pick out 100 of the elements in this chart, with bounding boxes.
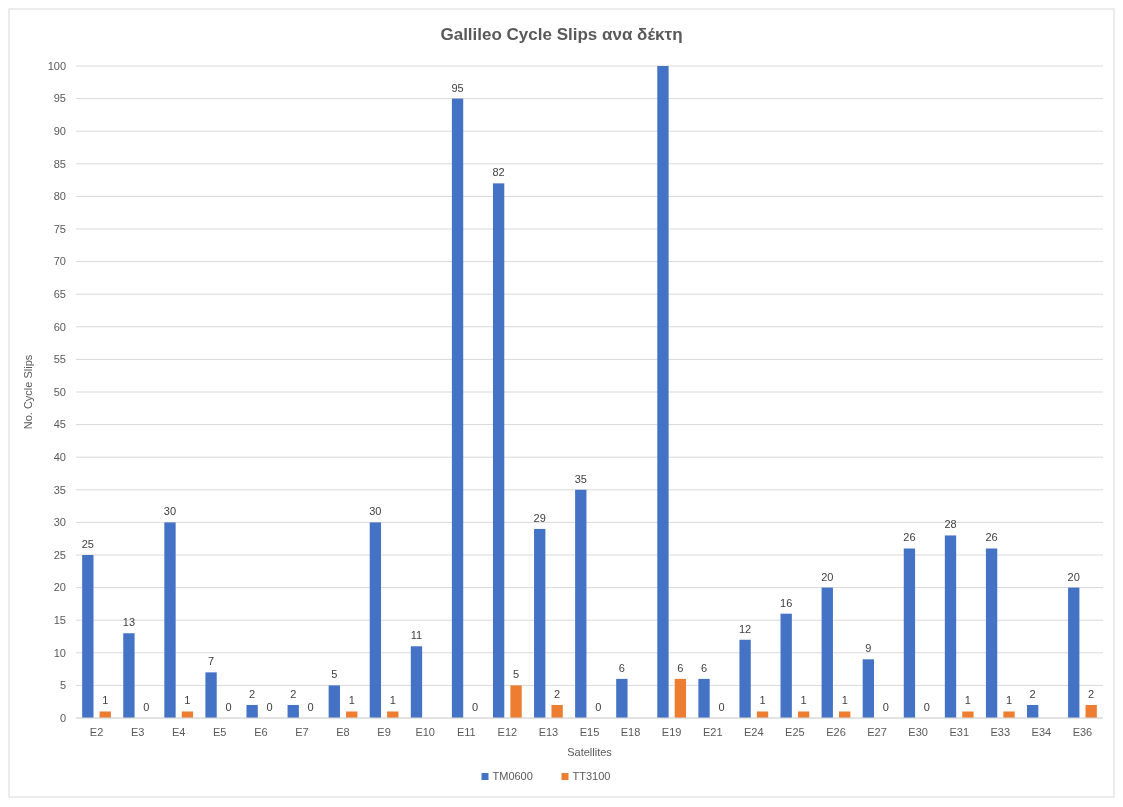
x-tick-label: E8 [336,726,350,738]
x-tick-label: E7 [295,726,309,738]
bar [962,711,974,718]
x-tick-label: E2 [89,726,104,738]
data-label: 2 [554,687,561,700]
data-label: 9 [865,642,872,655]
data-label: 0 [307,701,314,713]
data-label: 6 [677,661,684,674]
bar [862,659,875,718]
y-tick-label: 70 [53,255,66,268]
bar [739,639,751,718]
x-tick-label: E9 [377,726,391,738]
data-label: 13 [122,616,136,629]
x-tick-label: E18 [620,726,641,738]
data-label: 1 [102,694,109,707]
y-tick-label: 0 [59,711,66,724]
x-tick-label: E21 [702,726,723,738]
y-tick-label: 35 [53,483,66,496]
x-tick-label: E10 [415,726,435,738]
x-tick-label: E26 [826,726,846,738]
x-tick-label: E31 [949,726,970,738]
y-tick-label: 55 [53,353,66,366]
bar [82,555,94,718]
x-tick-label: E15 [579,726,600,738]
y-tick-label: 65 [53,288,66,301]
bar [575,489,587,718]
data-label: 6 [700,661,708,674]
x-tick-label: E5 [213,726,227,738]
data-label: 0 [923,701,930,713]
bar [780,613,792,718]
bar [616,678,628,718]
data-label: 0 [225,701,232,713]
data-label: 12 [738,622,752,635]
data-label: 20 [1067,570,1080,583]
bar [821,587,833,718]
bar [369,522,382,718]
bar [123,633,135,718]
bar [205,672,217,718]
data-label: 95 [451,81,464,94]
y-tick-label: 85 [53,157,66,170]
bar [328,685,340,718]
y-tick-label: 50 [53,385,66,398]
y-tick-label: 100 [47,59,66,72]
data-label: 1 [348,694,355,707]
bar [657,66,669,718]
data-label: 7 [208,655,215,668]
data-label: 2 [1088,687,1095,700]
data-label: 30 [369,505,382,518]
data-label: 6 [618,661,625,674]
chart-title: Gallileo Cycle Slips ανα δέκτη [440,25,683,44]
x-tick-label: E33 [990,726,1011,738]
data-label: 5 [512,668,520,681]
bar [551,704,563,718]
x-tick-label: E19 [661,726,682,738]
x-axis-title: Satellites [567,746,613,758]
y-tick-label: 20 [53,581,66,594]
bar [1003,711,1015,718]
x-tick-label: E3 [130,726,145,738]
x-tick-label: E34 [1031,726,1052,738]
data-label: 1 [759,694,766,707]
data-label: 28 [944,518,957,531]
x-tick-label: E6 [254,726,268,738]
bar [246,704,258,718]
bar [944,535,957,718]
data-label: 20 [821,570,834,583]
data-label: 1 [964,694,971,707]
bar [903,548,916,718]
x-tick-label: E25 [785,726,805,738]
y-tick-label: 25 [53,548,66,561]
x-tick-label: E36 [1072,726,1093,738]
y-tick-label: 80 [53,190,66,203]
bar [985,548,998,718]
data-label: 2 [249,687,256,700]
data-label: 0 [143,701,150,713]
data-label: 25 [81,538,94,550]
data-label: 82 [492,166,505,179]
x-tick-label: E12 [497,726,518,738]
data-label: 1 [841,694,848,707]
legend-label: TM0600 [492,770,533,782]
data-label: 29 [533,511,546,524]
data-label: 0 [266,701,273,713]
bar [510,685,522,718]
bar [674,678,687,718]
data-label: 16 [780,596,793,609]
x-tick-label: E24 [744,726,764,738]
y-tick-label: 40 [53,451,66,464]
data-label: 1 [389,694,396,707]
data-label: 0 [471,701,479,713]
bar [451,98,464,718]
y-tick-label: 95 [53,92,66,105]
data-label: 2 [1029,687,1036,700]
data-label: 2 [290,687,297,700]
bar [534,528,546,718]
x-tick-label: E27 [867,726,887,738]
x-tick-label: E11 [456,726,476,738]
y-tick-label: 30 [53,516,66,529]
data-label: 1 [800,694,807,707]
data-label: 5 [331,668,338,681]
data-label: 0 [882,701,889,713]
y-axis-title: No. Cycle Slips [22,354,34,430]
